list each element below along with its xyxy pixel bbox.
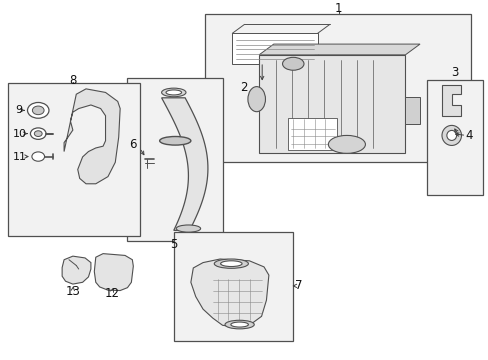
Ellipse shape xyxy=(34,131,42,136)
Bar xyxy=(427,80,483,194)
Ellipse shape xyxy=(230,322,248,327)
Bar xyxy=(127,78,222,241)
Ellipse shape xyxy=(176,225,200,232)
Ellipse shape xyxy=(220,261,242,266)
Ellipse shape xyxy=(214,259,248,268)
Ellipse shape xyxy=(282,57,304,70)
Text: 1: 1 xyxy=(334,3,342,15)
Polygon shape xyxy=(190,259,268,327)
Ellipse shape xyxy=(224,320,254,329)
Bar xyxy=(8,84,140,236)
Ellipse shape xyxy=(159,136,190,145)
Text: 12: 12 xyxy=(104,287,119,300)
Text: 13: 13 xyxy=(65,285,80,298)
Text: 6: 6 xyxy=(129,138,137,151)
Ellipse shape xyxy=(328,135,365,153)
Polygon shape xyxy=(64,89,120,184)
Text: 10: 10 xyxy=(13,129,27,139)
Text: 3: 3 xyxy=(450,66,458,79)
Bar xyxy=(288,117,336,150)
Bar xyxy=(205,14,470,162)
Bar xyxy=(173,232,293,341)
Text: 4: 4 xyxy=(464,129,471,142)
Polygon shape xyxy=(161,98,207,230)
Text: 7: 7 xyxy=(295,279,302,292)
Bar xyxy=(405,97,419,124)
Ellipse shape xyxy=(30,128,46,139)
Ellipse shape xyxy=(247,87,265,112)
Text: 5: 5 xyxy=(170,238,177,251)
Polygon shape xyxy=(259,44,419,55)
Bar xyxy=(259,55,405,153)
Text: 2: 2 xyxy=(239,81,247,94)
Ellipse shape xyxy=(441,125,461,145)
Ellipse shape xyxy=(32,152,44,161)
Ellipse shape xyxy=(32,106,44,114)
Text: 11: 11 xyxy=(13,152,27,162)
Ellipse shape xyxy=(446,130,456,140)
Polygon shape xyxy=(441,85,461,116)
Ellipse shape xyxy=(165,90,181,95)
Bar xyxy=(232,33,317,64)
Polygon shape xyxy=(94,254,133,291)
Text: 8: 8 xyxy=(69,74,77,87)
Ellipse shape xyxy=(161,88,185,97)
Ellipse shape xyxy=(27,103,49,118)
Polygon shape xyxy=(62,256,91,284)
Text: 9: 9 xyxy=(15,105,22,115)
